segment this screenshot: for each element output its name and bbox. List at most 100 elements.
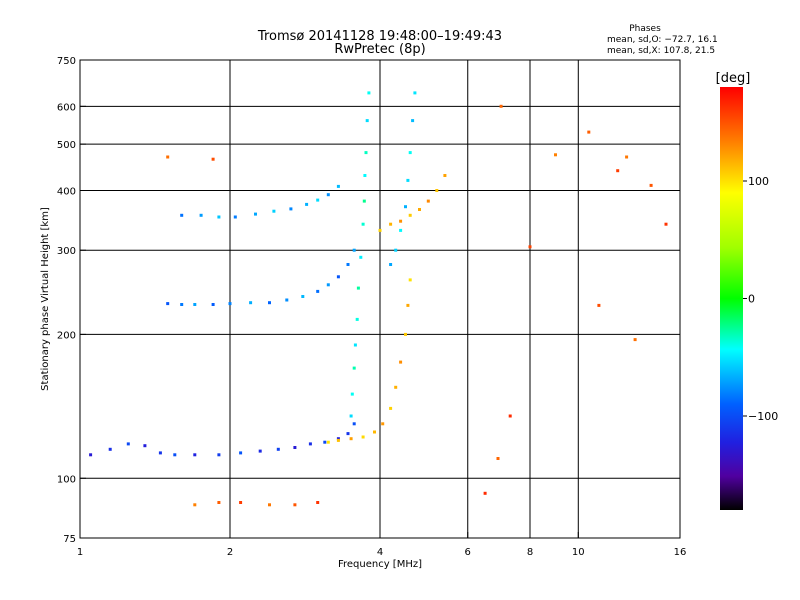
chart-title: Tromsø 20141128 19:48:00–19:49:43 [257,29,502,44]
data-point [233,215,237,219]
data-point [373,430,376,434]
data-point [649,183,653,187]
colorbar [720,87,743,510]
data-point [193,303,197,306]
data-point [359,255,363,259]
data-point [350,392,354,396]
data-point [554,153,557,157]
data-point [499,104,503,108]
data-point [272,209,276,213]
data-point [254,212,257,216]
data-point [443,174,447,177]
data-point [199,213,203,217]
y-tick-label: 75 [63,534,76,545]
data-point [158,451,162,455]
x-tick-label: 1 [77,547,83,558]
data-point [316,289,320,293]
stats-line-x: mean, sd,X: 107.8, 21.5 [607,46,715,56]
data-point [336,437,340,441]
y-tick-label: 500 [57,140,76,151]
x-tick-label: 10 [572,547,585,558]
data-point [336,184,340,188]
data-point [664,222,668,226]
data-points [89,91,668,507]
stats-line-o: mean, sd,O: −72.7, 16.1 [607,35,718,45]
colorbar-ticks: 100 0 −100 [743,175,778,423]
data-point [394,248,398,252]
data-point [326,193,330,197]
data-point [408,278,412,282]
data-point [365,119,369,123]
data-point [239,501,243,504]
data-point [346,432,350,436]
data-point [389,263,393,266]
x-tick-label: 6 [465,547,471,558]
data-point [323,440,327,444]
data-point [211,157,215,161]
data-point [276,447,280,451]
data-point [126,442,130,446]
data-point [193,503,197,507]
data-point [239,451,243,455]
data-point [408,213,412,217]
data-point [305,202,309,206]
data-point [166,302,170,306]
colorbar-label: [deg] [716,71,751,86]
data-point [352,248,356,252]
data-point [633,338,637,342]
colorbar-tick-label: 100 [748,175,769,188]
x-tick-label: 16 [674,547,687,558]
data-point [308,442,312,446]
data-point [399,360,403,364]
data-point [411,119,415,123]
grid-layer [80,60,680,538]
data-point [364,151,368,155]
data-point [211,303,215,306]
y-tick-label: 750 [57,56,76,67]
data-point [349,437,353,441]
data-point [352,422,356,426]
data-point [217,453,221,457]
data-point [143,444,147,448]
data-point [418,208,421,211]
data-point [399,228,403,232]
data-point [435,189,439,192]
y-tick-label: 100 [57,474,76,485]
data-point [336,275,340,279]
data-point [356,286,360,290]
data-point [367,91,371,95]
data-point [361,222,365,226]
colorbar-tick-label: −100 [748,410,778,423]
data-point [404,332,407,336]
y-tick-label: 300 [57,246,76,257]
data-point [399,219,403,223]
data-point [217,501,221,504]
data-point [616,169,620,173]
data-point [587,130,591,134]
data-point [381,422,385,426]
data-point [193,453,197,457]
y-tick-label: 600 [57,102,76,113]
data-point [404,205,407,209]
y-tick-label: 400 [57,186,76,197]
data-point [293,446,297,449]
data-point [353,343,357,347]
data-point [326,440,330,444]
x-tick-label: 4 [377,547,383,558]
data-point [293,503,297,507]
data-point [406,178,410,182]
data-point [349,414,353,418]
data-point [336,438,340,442]
data-point [496,457,500,460]
data-point [426,199,430,203]
y-tick-label: 200 [57,330,76,341]
data-point [389,222,393,226]
data-point [180,213,184,217]
data-point [394,385,398,389]
data-point [258,449,262,453]
data-point [346,263,350,266]
data-point [173,453,177,457]
data-point [408,151,412,155]
data-point [249,301,253,305]
data-point [217,215,221,219]
